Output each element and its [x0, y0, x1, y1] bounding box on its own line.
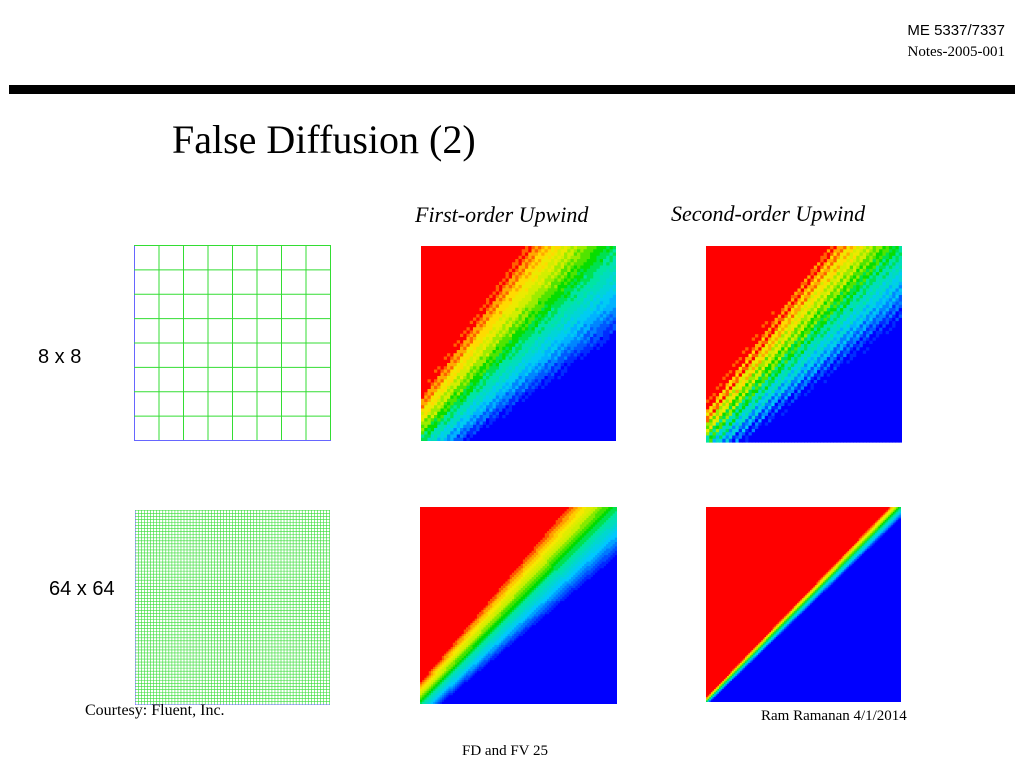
- contour-field: [421, 246, 616, 441]
- mesh-8x8-image: [134, 245, 331, 441]
- column-header-first-order: First-order Upwind: [415, 202, 588, 228]
- row-label-fine: 64 x 64: [49, 578, 115, 601]
- contour-field: [706, 246, 902, 443]
- column-header-second-order: Second-order Upwind: [671, 201, 865, 227]
- slide-number: FD and FV 25: [462, 743, 548, 760]
- header-rule: [9, 85, 1015, 94]
- mesh-lines: [135, 510, 330, 705]
- author-date: Ram Ramanan 4/1/2014: [761, 708, 907, 725]
- courtesy-note: Courtesy: Fluent, Inc.: [85, 702, 225, 720]
- row-label-coarse: 8 x 8: [38, 346, 81, 369]
- notes-id: Notes-2005-001: [908, 44, 1006, 61]
- contour-64x64-first-order: [420, 507, 617, 704]
- contour-64x64-second-order: [706, 507, 901, 702]
- contour-8x8-first-order: [421, 246, 616, 441]
- contour-8x8-second-order: [706, 246, 902, 443]
- mesh-64x64-image: [135, 510, 330, 705]
- course-number: ME 5337/7337: [907, 22, 1005, 39]
- contour-field: [420, 507, 617, 704]
- mesh-lines: [134, 245, 331, 441]
- contour-field: [706, 507, 901, 702]
- slide-title: False Diffusion (2): [172, 116, 476, 163]
